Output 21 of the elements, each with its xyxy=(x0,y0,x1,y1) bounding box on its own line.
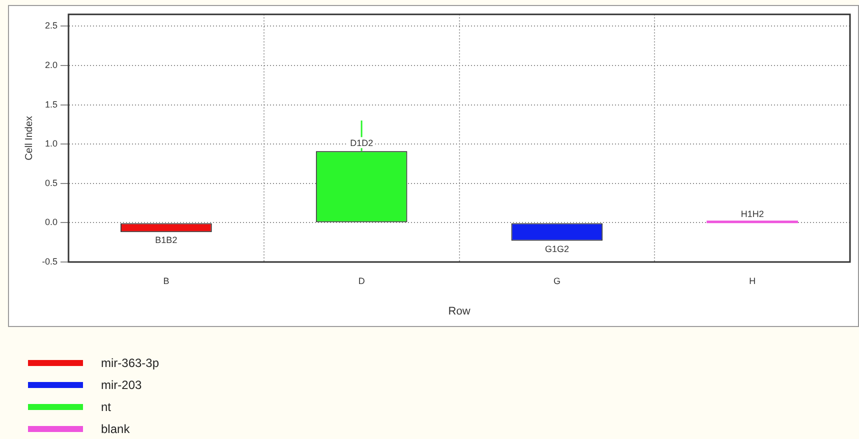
y-tick-label: 2.0 xyxy=(44,60,58,70)
legend-label: nt xyxy=(101,400,112,414)
x-tick-label: B xyxy=(163,276,170,286)
legend-label: mir-363-3p xyxy=(101,356,160,370)
y-axis-title: Cell Index xyxy=(24,116,35,160)
y-tick-label: 1.0 xyxy=(44,138,58,149)
y-tick-label: 0.5 xyxy=(44,178,58,188)
legend-label: mir-203 xyxy=(101,378,142,392)
data-label: B1B2 xyxy=(155,235,178,246)
data-label: G1G2 xyxy=(544,244,569,254)
x-axis-title: Row xyxy=(448,305,470,318)
y-tick-label: -0.5 xyxy=(42,256,58,266)
legend-label: blank xyxy=(101,422,130,436)
y-tick-label: 0.0 xyxy=(44,217,58,228)
x-tick-label: H xyxy=(749,276,756,286)
data-label: H1H2 xyxy=(740,208,764,219)
data-label: D1D2 xyxy=(350,138,374,148)
x-tick-label: G xyxy=(553,276,560,286)
y-tick-label: 2.5 xyxy=(44,20,58,31)
y-tick-label: 1.5 xyxy=(44,99,58,110)
x-tick-label: D xyxy=(358,276,366,286)
